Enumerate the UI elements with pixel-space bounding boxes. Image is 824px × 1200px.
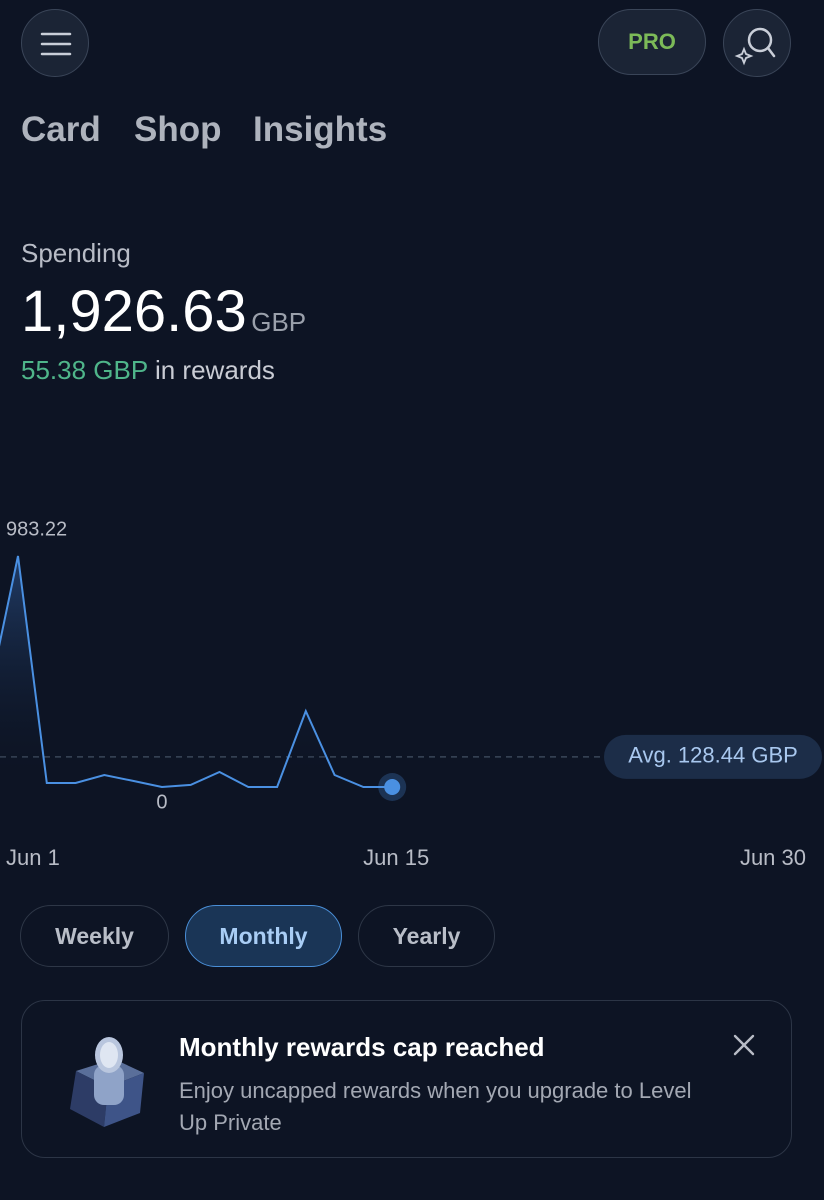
x-tick-label: Jun 1 — [6, 845, 60, 870]
area — [0, 556, 393, 787]
close-button[interactable] — [732, 1033, 756, 1057]
x-tick-label: Jun 15 — [363, 845, 429, 870]
average-pill — [604, 734, 822, 779]
search-icon — [734, 27, 776, 66]
tab[interactable]: Insights — [253, 110, 388, 149]
spending-title: Spending — [21, 238, 131, 268]
average-label: Avg. 128.44 GBP — [628, 743, 798, 768]
spending-amount-row: 1,926.63 GBP — [21, 278, 306, 345]
max-label: 983.22 — [6, 518, 67, 540]
menu-icon — [40, 32, 72, 56]
current-point — [384, 779, 401, 795]
banner-title: Monthly rewards cap reached — [179, 1032, 545, 1062]
x-tick-label: Jun 30 — [740, 845, 806, 870]
banner-text: Enjoy uncapped rewards when you upgrade … — [179, 1078, 692, 1135]
pro-badge[interactable]: PRO — [598, 9, 706, 75]
spending-amount: 1,926.63 — [21, 279, 247, 344]
min-label: 0 — [156, 791, 167, 813]
chart: Avg. 128.44 GBP 983.22 0 Jun 1 Jun 15 Jun 30 — [0, 518, 822, 870]
tab[interactable]: Shop — [134, 110, 222, 149]
line — [0, 555, 393, 789]
banner-icon — [70, 1037, 144, 1127]
period-button[interactable]: Weekly — [20, 905, 169, 967]
tab[interactable]: Card — [21, 110, 101, 149]
menu-button[interactable] — [21, 9, 89, 77]
currency: GBP — [251, 307, 307, 337]
period-button[interactable]: Yearly — [358, 905, 495, 967]
rewards-row: 55.38 GBP in rewards — [21, 355, 275, 386]
banner: Monthly rewards cap reached Enjoy uncapp… — [21, 1000, 792, 1158]
search-button[interactable] — [723, 9, 791, 77]
rewards-amount: 55.38 GBP — [21, 355, 148, 385]
period-button[interactable]: Monthly — [185, 905, 342, 967]
rewards-suffix: in rewards — [154, 355, 275, 385]
